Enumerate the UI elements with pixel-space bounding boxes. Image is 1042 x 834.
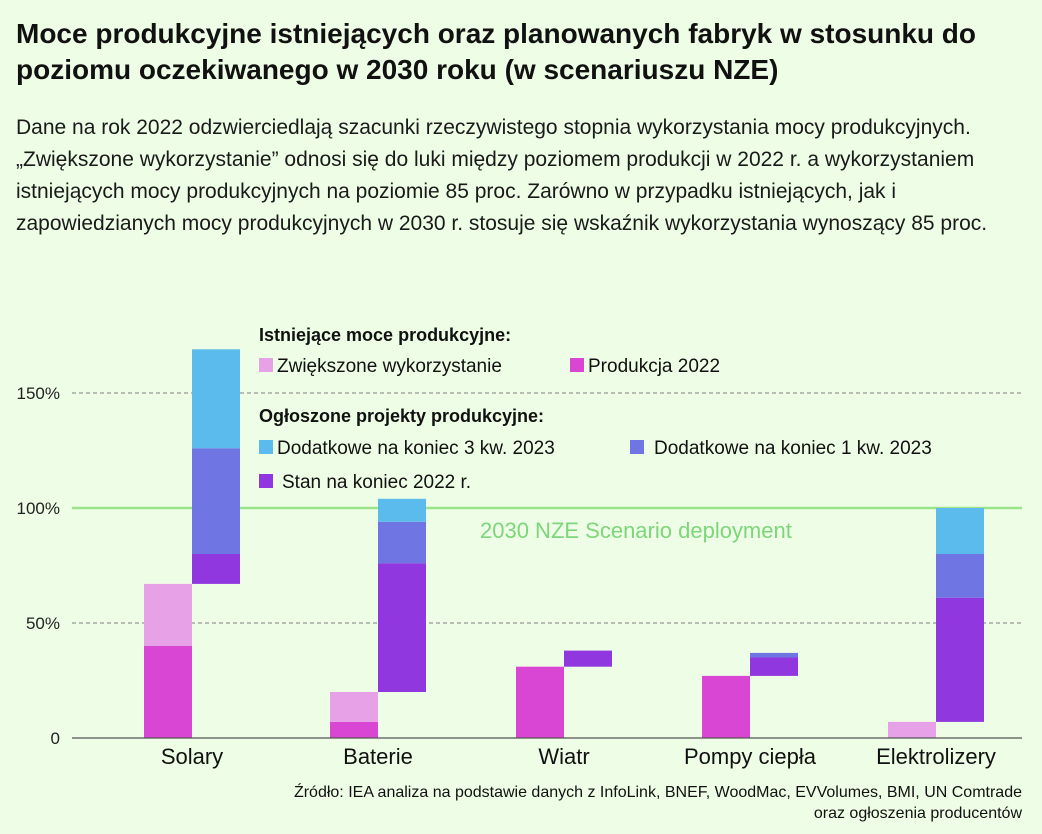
chart-subtitle: Dane na rok 2022 odzwierciedlają szacunk… [16,116,988,235]
legend-swatch-dodatkowe-q3 [259,440,273,454]
bar-announced-stan-0 [192,554,240,584]
bar-announced-dodatkowe_q3-4 [936,508,984,554]
bar-existing-produkcja-0 [144,646,192,738]
bar-announced-dodatkowe_q3-1 [378,498,426,522]
x-category-label: Baterie [343,744,413,769]
bar-existing-zwiekszone-4 [888,721,936,738]
legend-label-dodatkowe-q1: Dodatkowe na koniec 1 kw. 2023 [654,438,932,459]
bar-announced-dodatkowe_q1-3 [750,652,798,658]
bar-existing-produkcja-1 [330,721,378,738]
source-line-2: oraz ogłoszenia producentów [813,805,1022,822]
bar-announced-stan-3 [750,657,798,676]
x-category-label: Pompy ciepła [684,744,817,769]
source-note: Źródło: IEA analiza na podstawie danych … [294,782,1022,824]
legend-group-announced: Ogłoszone projekty produkcyjne: [259,406,544,426]
legend-swatch-stan [259,474,273,488]
legend-label-produkcja: Produkcja 2022 [588,356,720,377]
chart-title: Moce produkcyjne istniejących oraz plano… [16,18,977,85]
stacked-bar-chart: 0 50% 100% 150% 2030 NZE Scenario deployment… [17,325,1022,769]
source-line-1: Źródło: IEA analiza na podstawie danych … [293,784,1022,801]
x-category-label: Wiatr [538,744,589,769]
legend-label-stan: Stan na koniec 2022 r. [282,472,471,493]
x-category-label: Elektrolizery [876,744,996,769]
y-tick-label: 0 [51,729,60,748]
bar-announced-stan-2 [564,650,612,667]
x-category-label: Solary [161,744,223,769]
legend-group-existing: Istniejące moce produkcyjne: [259,325,511,345]
nze-reference-label: 2030 NZE Scenario deployment [480,518,792,543]
legend-swatch-dodatkowe-q1 [630,440,644,454]
y-tick-label: 150% [17,384,60,403]
legend-label-dodatkowe-q3: Dodatkowe na koniec 3 kw. 2023 [277,438,555,459]
legend-label-zwiekszone: Zwiększone wykorzystanie [277,356,502,377]
bar-announced-dodatkowe_q3-0 [192,349,240,449]
bar-announced-dodatkowe_q1-0 [192,448,240,554]
legend-swatch-produkcja [570,358,584,372]
bar-announced-dodatkowe_q1-4 [936,554,984,598]
bar-announced-dodatkowe_q1-1 [378,521,426,564]
bar-existing-zwiekszone-0 [144,583,192,646]
legend-swatch-zwiekszone [259,358,273,372]
y-tick-label: 100% [17,499,60,518]
y-tick-label: 50% [26,614,60,633]
bar-announced-stan-1 [378,563,426,692]
bar-existing-produkcja-2 [516,666,564,738]
bar-existing-zwiekszone-1 [330,692,378,722]
bar-announced-stan-4 [936,597,984,722]
bar-existing-produkcja-3 [702,675,750,738]
